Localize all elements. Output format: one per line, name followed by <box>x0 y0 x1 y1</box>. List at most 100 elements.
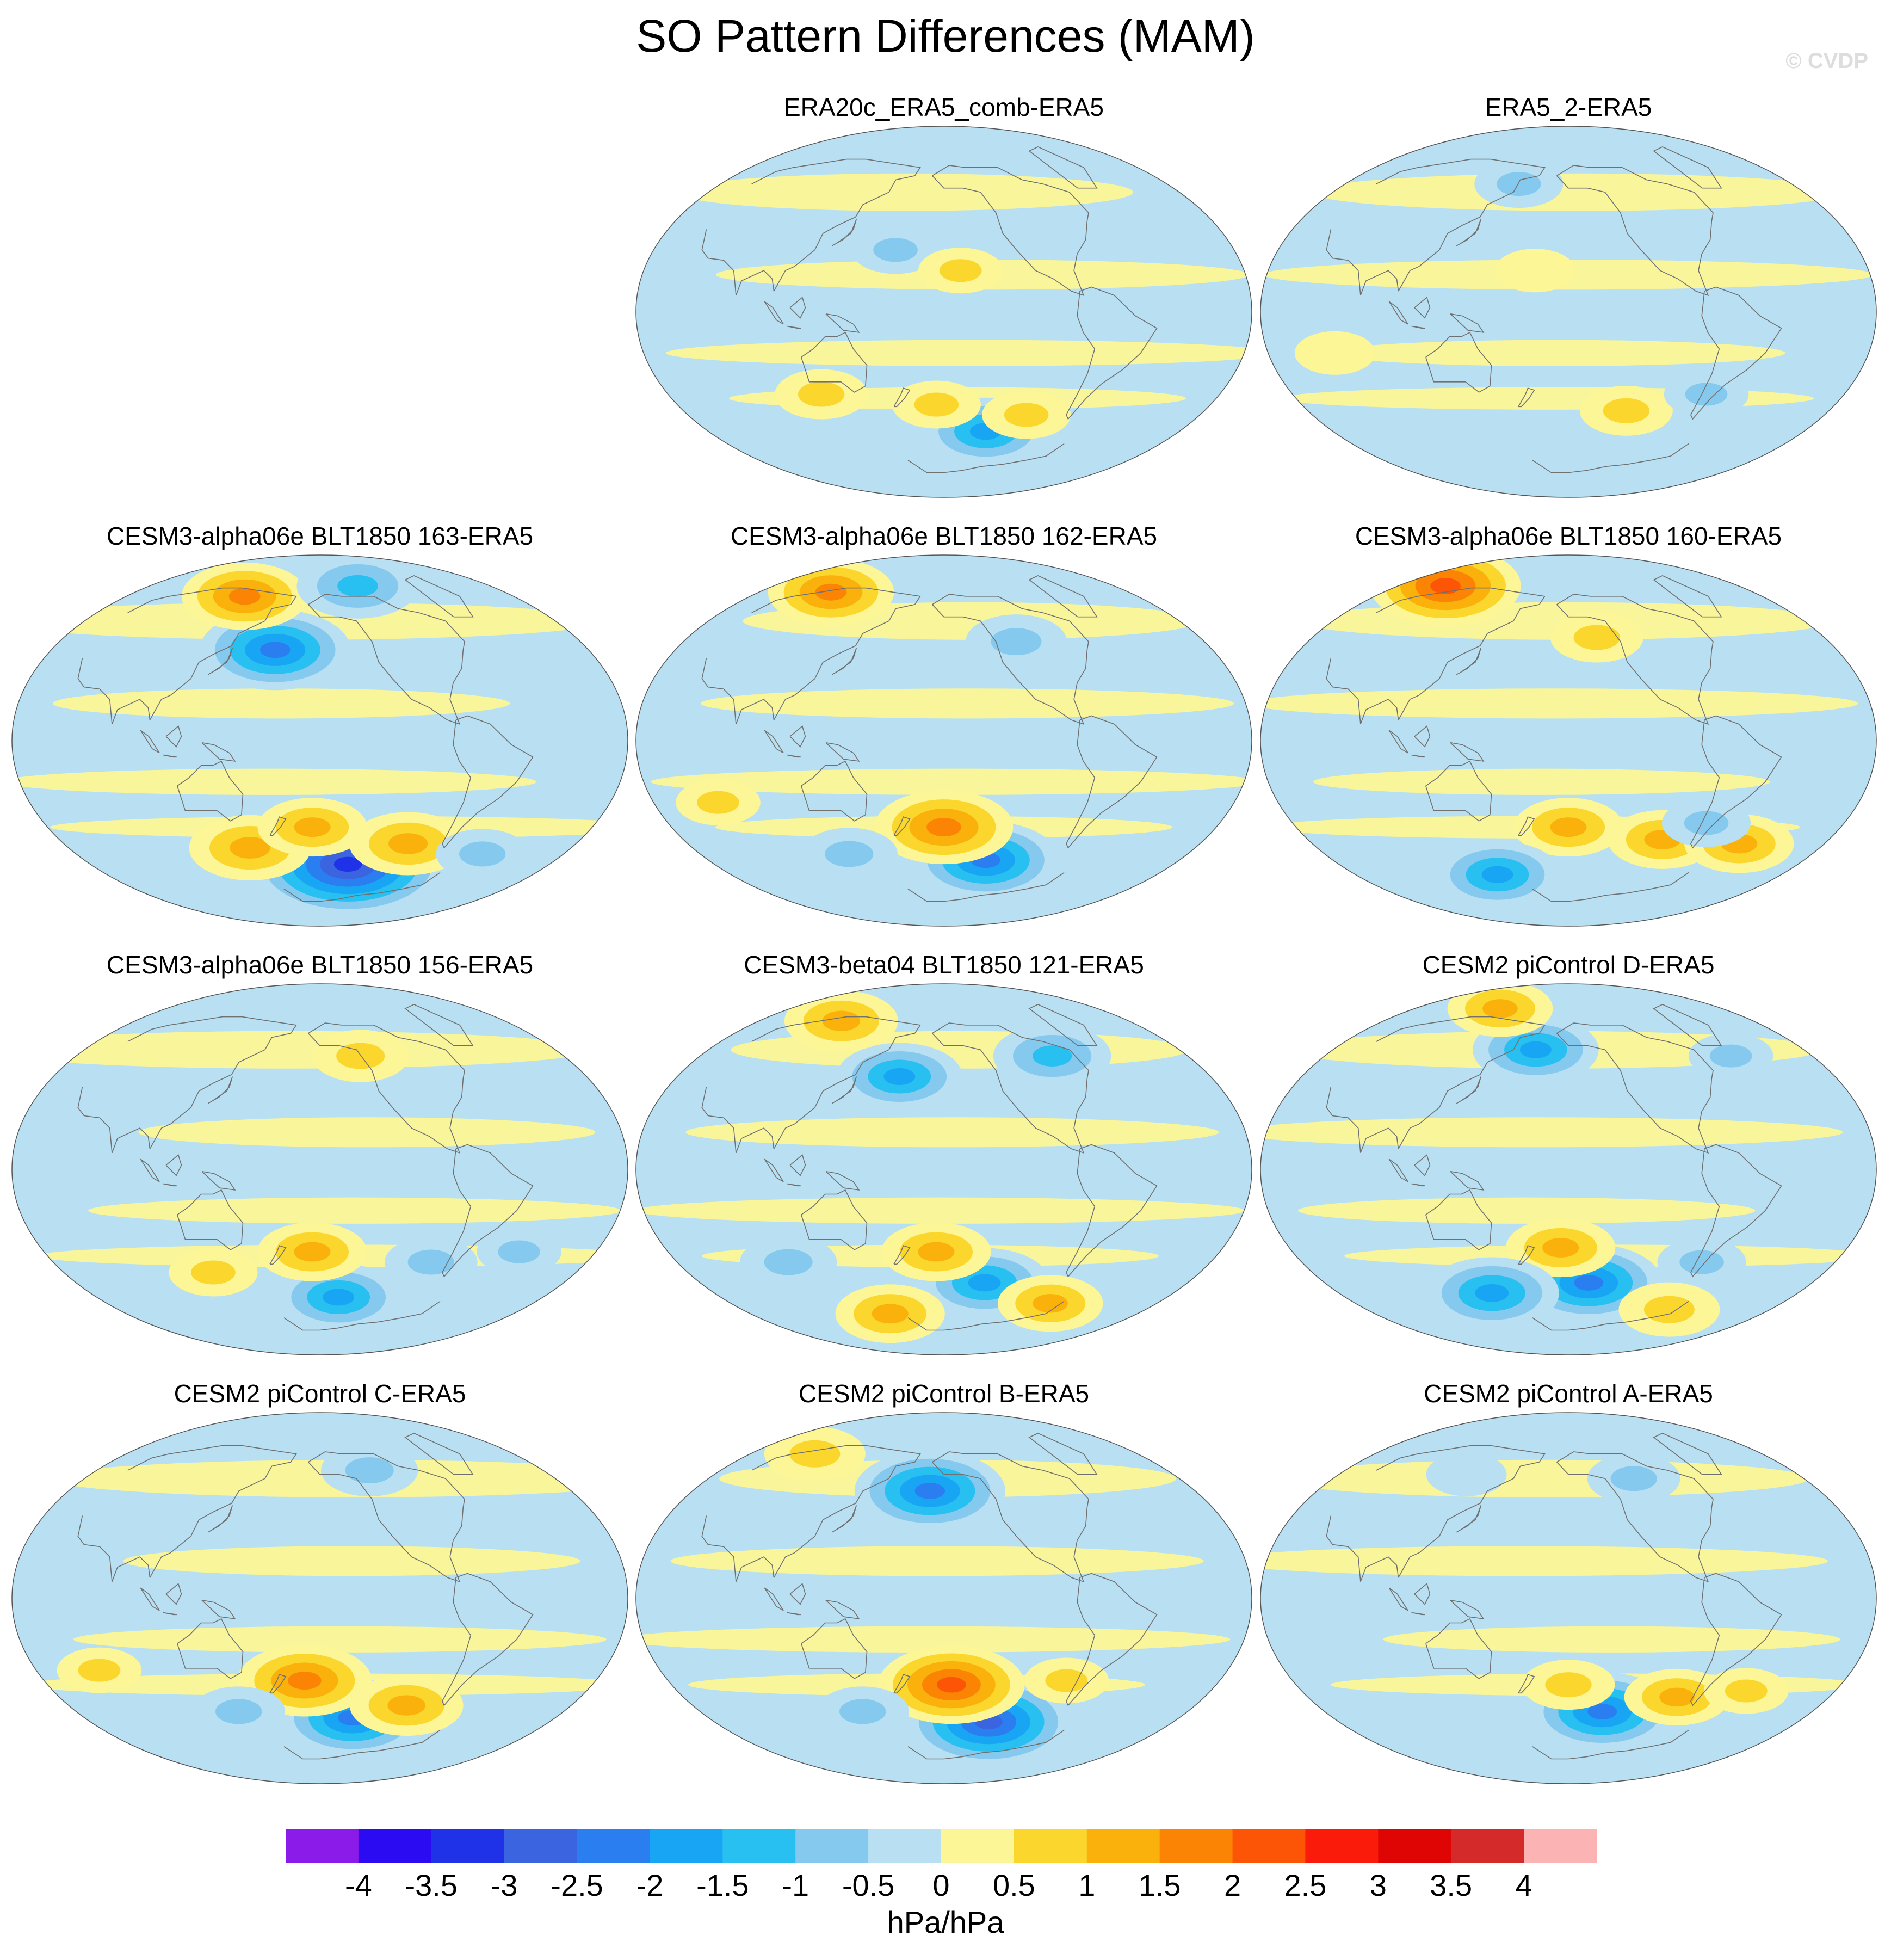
coastline <box>1411 1183 1426 1187</box>
contour-level <box>1574 1274 1604 1291</box>
coastline <box>140 1587 160 1611</box>
background-band <box>670 1546 1204 1576</box>
coastline <box>801 760 868 822</box>
coastline <box>1028 1004 1098 1046</box>
contour-level <box>498 1240 541 1263</box>
coastline <box>701 1515 775 1582</box>
coastline <box>1456 648 1482 675</box>
anomaly-feature <box>1024 1657 1109 1704</box>
contour-level <box>333 856 362 872</box>
contour-level <box>1294 331 1375 375</box>
coastlines <box>77 1004 534 1331</box>
coastline <box>1411 325 1426 329</box>
anomaly-feature <box>1703 1668 1789 1714</box>
anomaly-feature <box>181 562 308 630</box>
anomaly-feature <box>1294 331 1375 375</box>
coastline <box>907 872 1065 902</box>
coastline <box>404 1433 474 1475</box>
coastlines <box>701 146 1158 473</box>
contour-level <box>1045 1669 1088 1692</box>
coastline <box>283 1300 441 1331</box>
coastline <box>77 658 151 724</box>
background-band <box>636 1626 1231 1653</box>
coastline <box>1450 313 1485 333</box>
coastlines <box>1326 1004 1782 1331</box>
background-band <box>666 340 1252 366</box>
colorbar-tick-label: -2 <box>636 1868 664 1902</box>
coastline <box>1518 1245 1535 1265</box>
map <box>11 1412 628 1784</box>
coastlines <box>1326 146 1782 473</box>
colorbar-box <box>650 1829 723 1863</box>
background-band <box>53 688 510 719</box>
map-panel: CESM2 piControl A-ERA5 <box>1258 1379 1878 1814</box>
coastline <box>907 1300 1065 1331</box>
contour-level <box>215 1699 262 1724</box>
anomaly-feature <box>1587 1453 1680 1504</box>
anomaly-feature <box>257 798 367 857</box>
colorbar-box <box>358 1829 432 1863</box>
map-border <box>11 554 628 927</box>
background-band <box>636 1197 1245 1224</box>
coastline <box>825 1171 860 1191</box>
coastline <box>701 1087 775 1153</box>
contour-level <box>1684 811 1729 835</box>
colorbar-box <box>1086 1829 1160 1863</box>
colorbar-tick-label: 4 <box>1515 1868 1532 1902</box>
map-panel: CESM2 piControl C-ERA5 <box>10 1379 630 1814</box>
anomaly-feature <box>312 1030 409 1082</box>
coastline <box>701 658 775 724</box>
anomaly-feature <box>1579 385 1673 436</box>
map <box>1260 554 1877 927</box>
panel-title: CESM2 piControl D-ERA5 <box>1422 951 1715 979</box>
coastline <box>269 1245 287 1265</box>
coastline <box>1388 1158 1408 1182</box>
contour-level <box>926 818 961 837</box>
coastline <box>404 1004 474 1046</box>
background-band <box>138 1117 596 1148</box>
contour-level <box>1426 1452 1507 1496</box>
contour-level <box>873 238 918 262</box>
coastline <box>177 760 244 822</box>
coastline <box>1425 1618 1492 1679</box>
anomaly-feature <box>764 1426 866 1481</box>
coastline <box>1690 715 1782 849</box>
anomaly-feature <box>349 1675 464 1736</box>
coastline <box>1066 1144 1158 1278</box>
coastline <box>127 1445 297 1578</box>
colorbar-box <box>795 1829 869 1863</box>
coastline <box>140 1158 160 1182</box>
coastline <box>1518 387 1535 408</box>
map-panel: CESM3-beta04 BLT1850 121-ERA5 <box>634 950 1254 1385</box>
colorbar-tick-label: -3.5 <box>405 1868 458 1902</box>
contour-level <box>825 841 874 867</box>
panel-title: CESM2 piControl C-ERA5 <box>174 1379 466 1408</box>
anomaly-feature <box>296 555 419 619</box>
coastline <box>1028 146 1098 189</box>
contour-level <box>230 837 271 859</box>
contour-level <box>1033 1293 1068 1313</box>
coastline <box>1690 1144 1782 1278</box>
anomaly-feature <box>676 779 761 825</box>
contour-level <box>228 588 261 605</box>
coastlines <box>701 575 1158 902</box>
contour-level <box>1497 172 1541 196</box>
contour-level <box>991 628 1042 656</box>
coastline <box>932 594 1089 725</box>
contour-level <box>294 817 331 837</box>
coastline <box>1556 594 1714 725</box>
colorbar-box <box>286 1829 359 1863</box>
coastline <box>1532 1300 1689 1331</box>
contour-level <box>1004 403 1049 427</box>
coastline <box>404 575 474 618</box>
contour-level <box>789 1440 841 1468</box>
coastline <box>1518 1674 1535 1694</box>
colorbar-tick-label: 2.5 <box>1284 1868 1327 1902</box>
coastline <box>201 1600 236 1619</box>
coastline <box>163 1183 177 1187</box>
coastline <box>764 1587 784 1611</box>
contour-level <box>1679 1250 1724 1274</box>
coastline <box>1066 1573 1158 1706</box>
page-title: SO Pattern Differences (MAM) <box>636 10 1255 61</box>
map-panel: ERA5_2-ERA5 <box>1258 93 1878 528</box>
